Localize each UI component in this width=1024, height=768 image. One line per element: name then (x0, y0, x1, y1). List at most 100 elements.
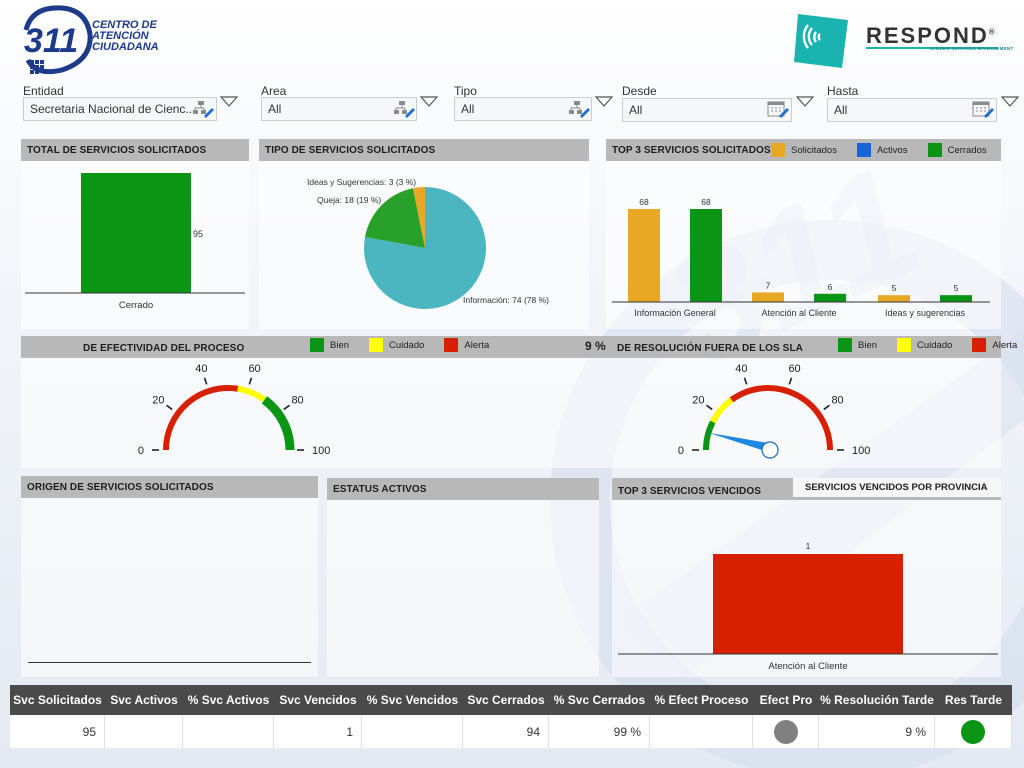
efectividad-gauge-tick-label: 40 (195, 363, 207, 375)
kpi-header-cell: Svc Vencidos (279, 693, 357, 707)
efectividad-legend-label: Alerta (464, 339, 490, 351)
res-tarde-status-dot (961, 719, 985, 744)
respond-logo-text: RESPOND® (866, 23, 997, 48)
resolucion-percent-value: 9 % (585, 339, 606, 353)
logo-311-number: 311 (24, 22, 78, 60)
hierarchy-edit-icon[interactable] (568, 100, 590, 118)
efectividad-legend-label: Bien (330, 339, 350, 351)
top3-bar-value-label: 5 (954, 283, 959, 293)
top3-legend-swatch (856, 143, 871, 157)
kpi-header-cell: Svc Cerrados (467, 693, 545, 707)
efectividad-gauge-band (237, 385, 267, 403)
tipo-pie-chart: Información: 74 (78 %) Queja: 18 (19 %) Id… (307, 177, 549, 309)
efectividad-legend-swatch (369, 338, 384, 352)
pie-slice (365, 188, 425, 248)
chevron-down-icon[interactable] (1001, 96, 1019, 108)
respond-subtitle: CITIZEN SERVICES MANAGEMENT (930, 46, 1014, 51)
resolucion-gauge-tick-label: 60 (788, 363, 800, 375)
vencidos-bar-chart: 1 Atención al Cliente (618, 541, 998, 672)
resolucion-gauge-hub (761, 441, 779, 459)
resolucion-gauge: 0 20 40 60 80 100 (678, 363, 870, 459)
filter-tipo-field[interactable]: All (454, 97, 592, 121)
top3-legend-swatch (771, 143, 785, 157)
kpi-header-cell: % Resolución Tarde (820, 693, 934, 707)
filter-tipo-label: Tipo (454, 84, 477, 98)
kpi-header-row: Svc Solicitados Svc Activos % Svc Activos S… (10, 685, 1012, 715)
efect-pro-status-dot (773, 719, 798, 744)
pie-slice (364, 187, 486, 309)
hierarchy-edit-icon[interactable] (393, 100, 415, 118)
efectividad-gauge-band (163, 385, 239, 451)
efectividad-legend: Bien Cuidado Alerta (310, 338, 489, 352)
top3-category-label: Información General (634, 308, 716, 318)
top3-bar (690, 209, 722, 302)
total-bar-chart: 95 Cerrado (25, 173, 245, 311)
top3-bar-value-label: 5 (892, 283, 897, 293)
top3-category-label: Ideas y sugerencias (885, 308, 966, 318)
top3-bar (878, 295, 910, 302)
top3-bar (628, 209, 660, 302)
resolucion-legend-swatch (897, 338, 912, 352)
resolucion-legend-label: Alerta (992, 339, 1018, 351)
efectividad-gauge-band (261, 396, 295, 451)
resolucion-gauge-tick (823, 404, 830, 411)
top3-category-label: Atención al Cliente (761, 308, 836, 318)
kpi-value-cell: 95 (10, 715, 105, 748)
filter-entidad-field[interactable]: Secretaria Nacional de Cienc... (23, 97, 217, 121)
panel-top3-servicios (606, 139, 1001, 329)
pie-label-ideas: Ideas y Sugerencias: 3 (3 %) (307, 177, 416, 187)
efectividad-legend-swatch (444, 338, 459, 352)
efectividad-gauge-tick-label: 20 (152, 394, 164, 406)
kpi-header-cell: Res Tarde (944, 693, 1003, 707)
panel-estatus-title: ESTATUS ACTIVOS (327, 478, 599, 500)
vencidos-bar-value-label: 1 (806, 541, 811, 551)
hierarchy-edit-icon[interactable] (192, 100, 214, 118)
filter-desde-field[interactable]: All (622, 98, 792, 122)
calendar-edit-icon[interactable] (767, 100, 789, 118)
chevron-down-icon[interactable] (420, 96, 438, 108)
resolucion-gauge-tick (743, 377, 748, 385)
kpi-value-cell (105, 715, 183, 748)
filter-area-label: Area (261, 84, 287, 98)
top3-bar-value-label: 68 (701, 197, 711, 207)
resolucion-gauge-tick (706, 404, 713, 411)
kpi-header-cell: Svc Solicitados (13, 693, 102, 707)
pie-label-queja: Queja: 18 (19 %) (317, 195, 381, 205)
resolucion-gauge-tick-label: 20 (692, 394, 704, 406)
kpi-value-cell: 1 (274, 715, 362, 748)
calendar-edit-icon[interactable] (972, 100, 994, 118)
panel-estatus (327, 478, 599, 677)
chevron-down-icon[interactable] (220, 96, 238, 108)
efectividad-gauge-tick-label: 80 (291, 394, 303, 406)
tab-vencidos-por-provincia[interactable]: SERVICIOS VENCIDOS POR PROVINCIA (793, 478, 1001, 497)
kpi-value-cell (362, 715, 463, 748)
total-category-label: Cerrado (119, 300, 153, 311)
filter-hasta-field[interactable]: All (827, 98, 997, 122)
efectividad-gauge-tick (203, 377, 208, 385)
kpi-header-cell: Svc Activos (110, 693, 178, 707)
resolucion-gauge-band (710, 397, 734, 424)
chevron-down-icon[interactable] (796, 96, 814, 108)
filter-area-field[interactable]: All (261, 97, 417, 121)
kpi-value-cell: 9 % (819, 715, 935, 748)
efectividad-legend-swatch (310, 338, 324, 352)
kpi-value-cell (935, 715, 1012, 748)
top3-bar (752, 292, 784, 302)
top3-legend-swatch (927, 143, 942, 157)
resolucion-gauge-tick-label: 100 (852, 445, 870, 457)
kpi-value-cell (650, 715, 753, 748)
resolucion-legend: Bien Cuidado Alerta (838, 338, 1017, 352)
chevron-down-icon[interactable] (595, 96, 613, 108)
top3-bar-value-label: 7 (766, 280, 771, 290)
kpi-value-cell: 94 (463, 715, 549, 748)
filter-hasta-label: Hasta (827, 84, 859, 98)
total-bar (81, 173, 191, 293)
resolucion-gauge-band (703, 420, 716, 451)
resolucion-gauge-tick (788, 377, 793, 385)
kpi-value-cell (183, 715, 274, 748)
resolucion-legend-swatch (838, 338, 852, 352)
resolucion-legend-label: Cuidado (917, 339, 953, 351)
resolucion-gauge-tick-label: 40 (735, 363, 747, 375)
respond-logo-icon (794, 14, 848, 68)
resolucion-gauge-tick-label: 0 (678, 445, 684, 457)
